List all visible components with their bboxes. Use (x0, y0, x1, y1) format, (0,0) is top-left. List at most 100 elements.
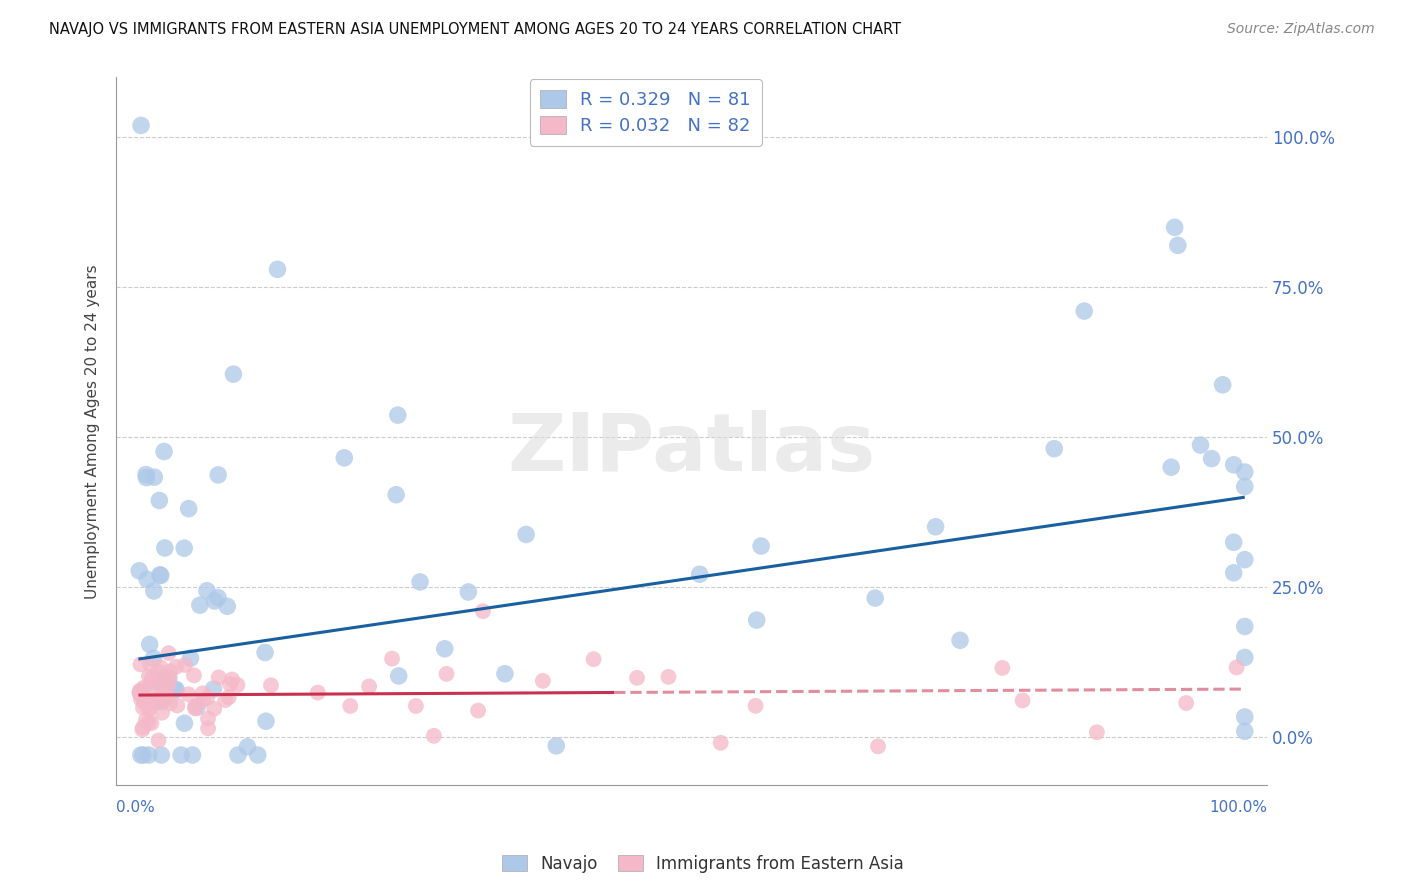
Point (129, 747, 152, 762)
Point (148, 674, 170, 689)
Point (254, 645, 277, 659)
Point (129, 119, 152, 133)
Point (423, 729, 446, 743)
Legend: R = 0.329   N = 81, R = 0.032   N = 82: R = 0.329 N = 81, R = 0.032 N = 82 (530, 79, 762, 146)
Point (141, 673, 163, 688)
Point (138, 747, 160, 762)
Point (191, 686, 214, 700)
Point (1189, 438, 1212, 452)
Point (132, 700, 155, 714)
Point (143, 470, 166, 484)
Point (221, 673, 243, 687)
Point (129, 657, 152, 672)
Point (152, 672, 174, 686)
Point (195, 583, 218, 598)
Point (1212, 377, 1234, 392)
Point (710, 736, 733, 750)
Point (181, 747, 204, 762)
Point (142, 676, 165, 690)
Point (236, 739, 259, 754)
Point (166, 698, 188, 713)
Point (148, 733, 170, 747)
Point (1233, 552, 1256, 566)
Point (1043, 442, 1066, 456)
Point (150, 687, 173, 701)
Point (218, 690, 240, 705)
Point (155, 672, 177, 686)
Point (1085, 725, 1108, 739)
Point (183, 668, 205, 682)
Point (149, 568, 172, 582)
Point (188, 598, 211, 612)
Point (1226, 660, 1249, 674)
Point (749, 539, 772, 553)
Point (138, 637, 160, 651)
Point (165, 682, 187, 697)
Text: 100.0%: 100.0% (1209, 800, 1267, 815)
Point (148, 665, 170, 679)
Point (226, 678, 249, 692)
Point (139, 657, 162, 672)
Point (1222, 566, 1244, 580)
Point (148, 693, 170, 707)
Point (208, 670, 231, 684)
Point (132, 681, 155, 695)
Point (134, 691, 156, 706)
Point (254, 714, 277, 729)
Point (150, 747, 173, 762)
Point (149, 660, 172, 674)
Point (207, 467, 229, 482)
Point (1163, 220, 1185, 235)
Point (139, 700, 162, 714)
Point (387, 408, 409, 422)
Point (173, 716, 195, 731)
Point (197, 721, 219, 735)
Point (138, 669, 160, 683)
Point (184, 698, 207, 713)
Point (138, 702, 160, 716)
Point (142, 584, 165, 599)
Point (991, 661, 1014, 675)
Point (191, 693, 214, 707)
Point (149, 567, 172, 582)
Point (246, 747, 269, 762)
Point (745, 613, 768, 627)
Point (131, 690, 153, 704)
Y-axis label: Unemployment Among Ages 20 to 24 years: Unemployment Among Ages 20 to 24 years (86, 264, 100, 599)
Point (135, 713, 157, 727)
Legend: Navajo, Immigrants from Eastern Asia: Navajo, Immigrants from Eastern Asia (495, 848, 911, 880)
Point (174, 657, 197, 672)
Point (339, 698, 361, 713)
Point (381, 651, 404, 665)
Point (136, 697, 159, 711)
Point (333, 450, 356, 465)
Point (141, 670, 163, 684)
Point (165, 682, 187, 697)
Point (436, 666, 458, 681)
Point (135, 467, 157, 482)
Point (1233, 710, 1256, 724)
Point (457, 585, 479, 599)
Point (1233, 465, 1256, 479)
Point (153, 541, 176, 555)
Point (1222, 535, 1244, 549)
Point (135, 681, 157, 696)
Point (156, 689, 179, 703)
Point (148, 493, 170, 508)
Point (1175, 696, 1198, 710)
Point (153, 444, 176, 458)
Text: 0.0%: 0.0% (117, 800, 155, 815)
Text: NAVAJO VS IMMIGRANTS FROM EASTERN ASIA UNEMPLOYMENT AMONG AGES 20 TO 24 YEARS CO: NAVAJO VS IMMIGRANTS FROM EASTERN ASIA U… (49, 22, 901, 37)
Point (197, 712, 219, 726)
Point (202, 702, 225, 716)
Point (195, 690, 218, 705)
Point (531, 673, 554, 688)
Point (1201, 451, 1223, 466)
Point (150, 695, 173, 709)
Point (159, 665, 181, 679)
Point (266, 262, 288, 277)
Point (405, 698, 427, 713)
Point (515, 527, 537, 541)
Point (307, 685, 329, 699)
Point (467, 704, 489, 718)
